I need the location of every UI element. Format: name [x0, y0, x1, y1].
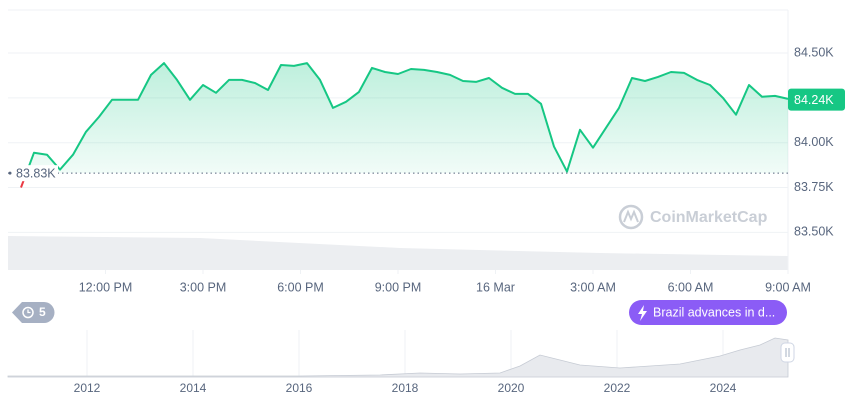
x-tick-label: 9:00 PM: [375, 280, 422, 294]
price-line: [25, 62, 789, 174]
y-tick-label: 83.50K: [794, 225, 834, 239]
baseline-label-bg: [12, 165, 58, 182]
overview-handle[interactable]: [780, 342, 795, 363]
overview-tick-label: 2024: [710, 381, 737, 395]
overview-tick-label: 2012: [74, 381, 101, 395]
price-label-bg: [788, 88, 845, 111]
overview-tick-label: 2022: [604, 381, 631, 395]
baseline-label: 83.83K: [16, 166, 56, 180]
y-tick-label: 84.50K: [794, 45, 834, 59]
x-tick-label: 9:00 AM: [765, 280, 811, 294]
overview-area: [7, 337, 789, 378]
x-tick-label: 16 Mar: [476, 280, 515, 294]
y-tick-label: 84.00K: [794, 135, 834, 149]
overview-tick-label: 2014: [180, 381, 207, 395]
x-tick-label: 6:00 AM: [668, 280, 714, 294]
watermark-text: CoinMarketCap: [650, 209, 768, 226]
overview-tick-label: 2016: [286, 381, 313, 395]
events-count: 5: [39, 305, 46, 319]
baseline-dot: [8, 171, 12, 175]
volume-area: [8, 236, 788, 270]
watermark: CoinMarketCap: [618, 204, 768, 230]
y-tick-label: 83.75K: [794, 180, 834, 194]
x-tick-label: 6:00 PM: [277, 280, 324, 294]
news-text: Brazil advances in d...: [653, 305, 775, 319]
price-area: [21, 63, 788, 174]
x-tick-label: 3:00 PM: [180, 280, 227, 294]
overview-tick-label: 2020: [498, 381, 525, 395]
events-badge[interactable]: 5: [12, 302, 55, 323]
x-tick-label: 3:00 AM: [570, 280, 616, 294]
news-annotation[interactable]: Brazil advances in d...: [629, 300, 787, 325]
overview-tick-label: 2018: [392, 381, 419, 395]
x-tick-label: 12:00 PM: [79, 280, 133, 294]
price-label: 84.24K: [794, 93, 834, 107]
